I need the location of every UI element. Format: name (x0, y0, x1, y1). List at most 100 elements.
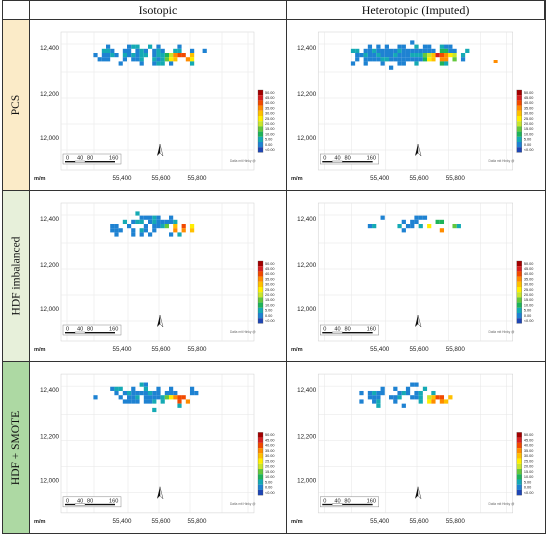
cluster-cell (363, 53, 368, 58)
cluster-cell (143, 48, 148, 53)
cluster-cell (418, 53, 423, 58)
legend-label: 45.00 (524, 96, 534, 100)
color-legend: 50.0045.0040.0035.0030.0025.0020.0015.00… (257, 260, 275, 324)
cluster-cell (169, 215, 174, 220)
cluster-cell (190, 57, 195, 62)
legend-swatch (258, 484, 263, 490)
cluster-cell (160, 61, 165, 66)
legend-label: 30.00 (524, 112, 534, 116)
cluster-cell (93, 395, 98, 400)
cluster-cell (435, 53, 440, 58)
cluster-cell (452, 224, 457, 229)
y-tick-label: 12,000 (40, 306, 59, 313)
x-tick-label: 55,800 (188, 346, 207, 353)
scale-bar: 0 40 80 160 (62, 153, 122, 165)
cluster-cell (376, 390, 381, 396)
legend-label: 25.00 (265, 288, 275, 292)
legend-swatch (258, 432, 263, 438)
cluster-cell (397, 57, 402, 62)
cluster-cell (367, 53, 373, 58)
legend-label: 40.00 (524, 272, 534, 276)
legend-swatch (258, 276, 263, 282)
cluster-cell (363, 48, 368, 53)
legend-label: 30.00 (265, 283, 275, 287)
legend-label: 40.00 (265, 272, 275, 276)
cluster-cell (135, 57, 140, 62)
cluster-cell (388, 65, 394, 70)
cluster-cell (131, 399, 136, 404)
unit-label: m/m (34, 519, 46, 525)
cluster-cell (422, 215, 428, 220)
row-label-hdf-imbalanced: HDF imbalanced (3, 191, 30, 362)
cluster-cell (181, 395, 186, 400)
legend-swatch (258, 131, 263, 137)
cluster-cell (127, 399, 132, 404)
cluster-cell (169, 57, 174, 62)
legend-label: 40.00 (265, 444, 274, 448)
color-legend: 50.0045.0040.0035.0030.0025.0020.0015.00… (257, 432, 275, 496)
cluster-cell (393, 395, 398, 400)
cluster-cell (156, 57, 161, 62)
scale-bar-label: 80 (87, 498, 93, 504)
cluster-cell (131, 232, 136, 237)
cluster-cell (380, 390, 385, 396)
legend-swatch (516, 302, 522, 308)
cluster-cell (127, 48, 132, 53)
cluster-cell (139, 232, 144, 237)
scale-bar: 0 40 80 160 (320, 496, 379, 508)
cluster-cell (181, 53, 186, 58)
cluster-cell (139, 390, 144, 396)
legend-swatch (516, 121, 522, 127)
cluster-cell (131, 219, 136, 224)
cluster-cell (139, 57, 144, 62)
cluster-cell (367, 390, 373, 396)
cluster-cell (427, 57, 432, 62)
legend-swatch (516, 90, 522, 96)
scale-bar-label: 160 (109, 156, 118, 162)
x-tick-label: 55,400 (370, 518, 390, 525)
cluster-cell (431, 395, 436, 400)
cluster-cell (435, 219, 440, 224)
cluster-cell (131, 390, 136, 396)
cluster-cell (431, 53, 436, 58)
cluster-cell (127, 224, 132, 229)
legend-swatch (516, 271, 522, 277)
legend-swatch (516, 142, 522, 148)
legend-label: 15.00 (265, 470, 274, 474)
cluster-cell (106, 53, 111, 58)
cluster-cell (160, 219, 165, 224)
y-tick-label: 12,400 (40, 45, 59, 52)
cluster-cell (427, 224, 432, 229)
scale-bar: 0 40 80 160 (62, 324, 122, 336)
attribution-text: Datla mit Hinky @ (230, 330, 256, 334)
cluster-cell (456, 224, 461, 229)
cluster-cell (372, 399, 377, 404)
cluster-cell (418, 399, 423, 404)
cluster-cell (414, 53, 419, 58)
cluster-cell (427, 399, 432, 404)
cluster-cell (114, 228, 119, 233)
cluster-cell (363, 61, 368, 66)
cluster-cell (444, 399, 449, 404)
cluster-cell (397, 395, 402, 400)
y-tick-label: 12,000 (297, 135, 317, 142)
legend-swatch (258, 136, 263, 142)
legend-label: 5.00 (524, 138, 531, 142)
x-tick-label: 55,600 (152, 518, 171, 525)
legend-label: 40.00 (265, 101, 275, 105)
cluster-cell (164, 219, 169, 224)
legend-label: 10.00 (524, 132, 534, 136)
cluster-cell (152, 53, 157, 58)
cluster-cell (177, 395, 182, 400)
cluster-cell (160, 395, 165, 400)
legend-label: 5.00 (265, 309, 272, 313)
cluster-cell (173, 48, 178, 53)
cluster-cell (355, 57, 360, 62)
legend-swatch (258, 110, 263, 116)
cluster-cell (372, 53, 377, 58)
cluster-cell (452, 53, 457, 58)
legend-label: <0.00 (524, 491, 534, 495)
x-tick-label: 55,400 (113, 346, 132, 353)
legend-label: 50.00 (524, 433, 534, 437)
north-arrow-icon (414, 143, 422, 157)
